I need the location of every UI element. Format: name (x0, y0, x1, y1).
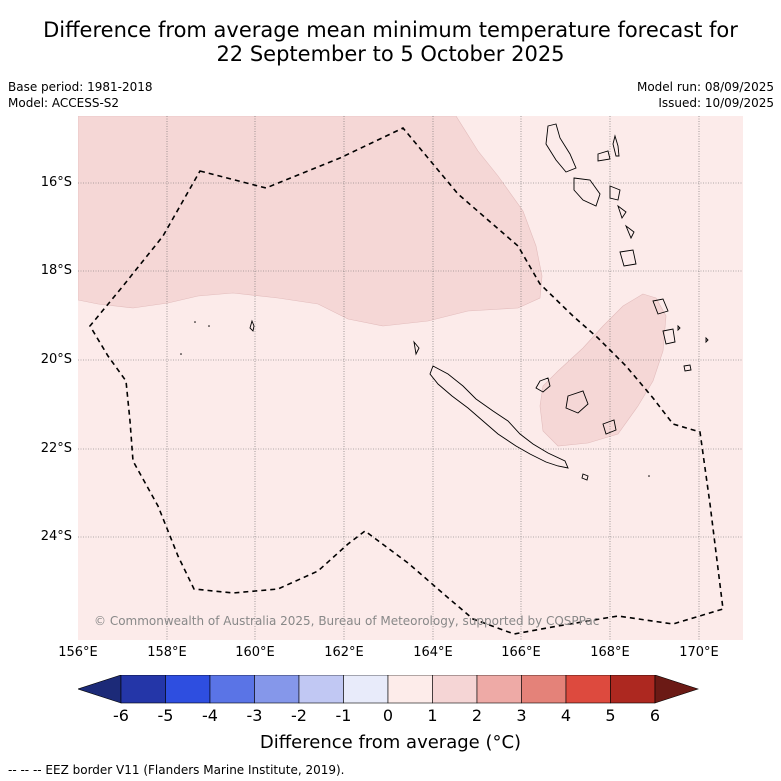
lat-label-24s: 24°S (40, 529, 72, 544)
island-lifou (565, 390, 589, 414)
lon-label-160e: 160°E (235, 645, 275, 660)
colorbar-tick-label: 2 (471, 706, 483, 725)
islet-b (705, 336, 709, 344)
colorbar-tick-label: -2 (291, 706, 307, 725)
colorbar-extend-high (654, 674, 699, 704)
eez-border (89, 127, 724, 635)
colorbar-segment (254, 674, 300, 704)
anomaly-region-east (539, 293, 667, 447)
meta-right: Model run: 08/09/2025 Issued: 10/09/2025 (637, 79, 774, 111)
lat-label-22s: 22°S (40, 441, 72, 456)
colorbar-tick-label: -1 (335, 706, 352, 725)
islet-e (208, 325, 210, 327)
anomaly-region-north (78, 116, 543, 327)
colorbar-tick-label: 6 (649, 706, 661, 725)
colorbar-tick-label: 5 (605, 706, 616, 725)
colorbar-segment (565, 674, 611, 704)
lat-label-16s: 16°S (40, 175, 72, 190)
island-walpole (581, 473, 589, 481)
island-epi (617, 204, 627, 220)
model-run: Model run: 08/09/2025 (636, 80, 774, 94)
islet-c (683, 364, 692, 372)
colorbar-tick-label: -6 (113, 706, 129, 725)
base-period: Base period: 1981-2018 (8, 80, 153, 94)
colorbar-segment (343, 674, 389, 704)
lat-label-18s: 18°S (40, 263, 72, 278)
island-erromango (619, 249, 637, 267)
islet-g (648, 475, 650, 477)
lon-label-166e: 166°E (501, 645, 541, 660)
island-maewo (597, 150, 611, 162)
copyright-text: © Commonwealth of Australia 2025, Bureau… (94, 614, 600, 628)
title-line-1: Difference from average mean minimum tem… (43, 18, 738, 42)
colorbar-tick-label: -4 (202, 706, 218, 725)
island-chesterfield (249, 319, 255, 332)
colorbar-segment (209, 674, 255, 704)
colorbar-label: Difference from average (°C) (259, 732, 522, 753)
colorbar-segment (521, 674, 567, 704)
island-belep (413, 340, 420, 356)
island-malakula (573, 177, 601, 207)
colorbar-segment (610, 674, 656, 704)
island-tanna (652, 298, 669, 315)
colorbar-tick-label: -5 (157, 706, 174, 725)
island-efate (624, 224, 635, 240)
lon-label-164e: 164°E (413, 645, 453, 660)
lon-label-158e: 158°E (147, 645, 187, 660)
islet-d (194, 321, 196, 323)
meta-left: Base period: 1981-2018 Model: ACCESS-S2 (8, 79, 153, 111)
island-ambrym (609, 185, 621, 201)
chart-title: Difference from average mean minimum tem… (0, 18, 781, 66)
lon-label-170e: 170°E (679, 645, 719, 660)
islet-a (677, 324, 681, 332)
colorbar-tick-label: 4 (560, 706, 572, 725)
colorbar-tick-label: -3 (246, 706, 263, 725)
colorbar-segment (432, 674, 478, 704)
colorbar-segment (165, 674, 211, 704)
colorbar-tick-label: 3 (516, 706, 527, 725)
island-aneityum (662, 328, 676, 345)
colorbar-segment (476, 674, 522, 704)
model-name: Model: ACCESS-S2 (8, 96, 120, 110)
map-panel (78, 116, 743, 640)
lon-label-168e: 168°E (590, 645, 630, 660)
colorbar-svg (77, 674, 699, 704)
island-pentecost (612, 134, 620, 157)
colorbar-segment (298, 674, 344, 704)
colorbar-segment (120, 674, 166, 704)
lon-label-156e: 156°E (58, 645, 98, 660)
title-line-2: 22 September to 5 October 2025 (216, 42, 565, 66)
colorbar-tick-label: 1 (427, 706, 438, 725)
issued-date: Issued: 10/09/2025 (658, 96, 774, 110)
colorbar-extend-low (77, 674, 122, 704)
gridlines (78, 116, 743, 640)
islet-f (180, 353, 182, 355)
colorbar-segment (387, 674, 433, 704)
island-mare (602, 419, 617, 435)
island-espiritu-santo (545, 123, 577, 173)
map-svg (78, 116, 743, 640)
lon-label-162e: 162°E (324, 645, 364, 660)
colorbar (77, 674, 704, 709)
eez-legend-note: -- -- -- EEZ border V11 (Flanders Marine… (8, 763, 345, 777)
colorbar-tick-label: 0 (382, 706, 394, 725)
lat-label-20s: 20°S (40, 352, 72, 367)
island-ouvea (535, 377, 551, 393)
new-caledonia-island (429, 365, 569, 469)
